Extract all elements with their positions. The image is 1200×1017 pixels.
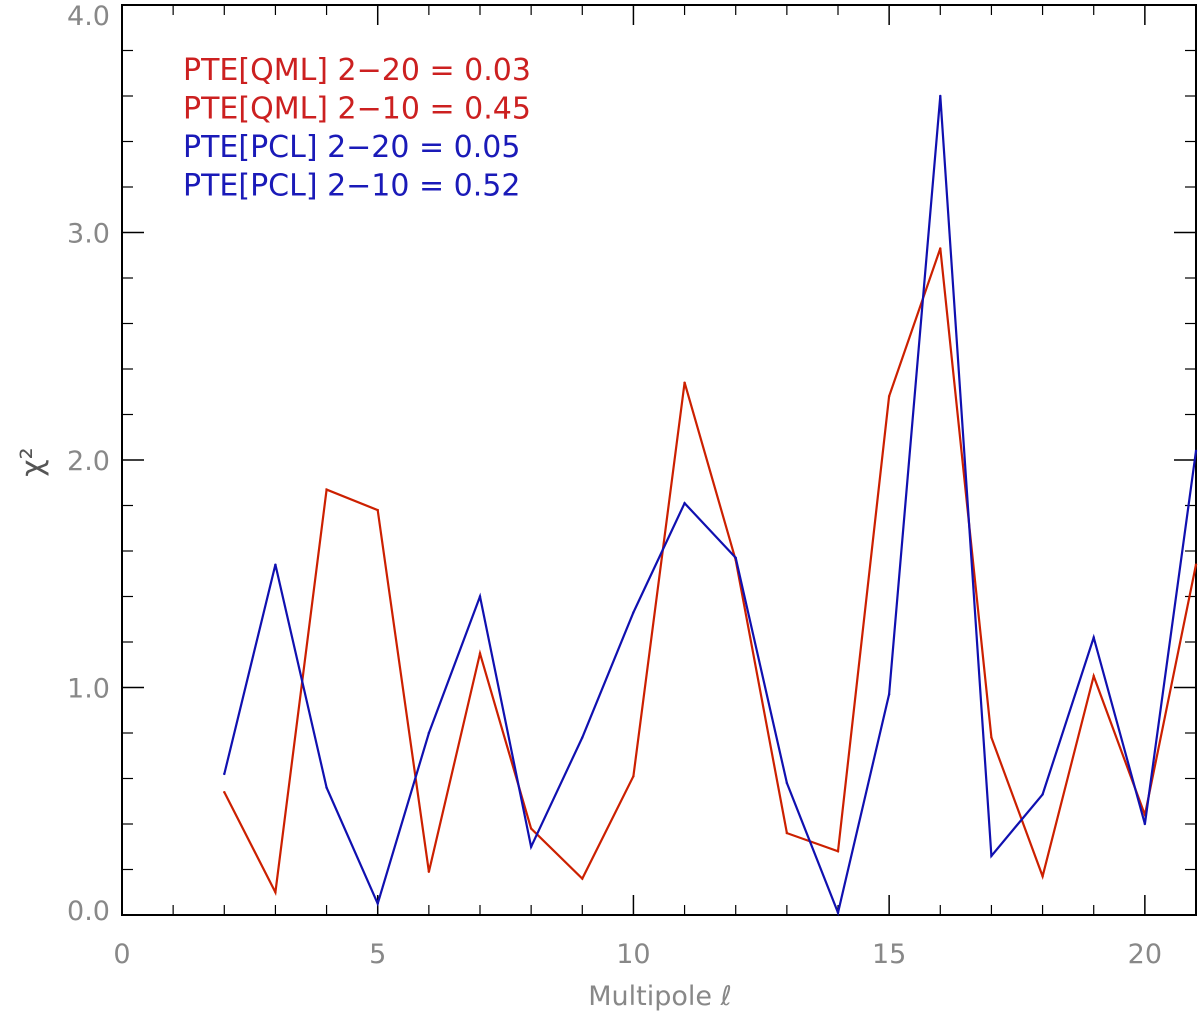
series-2-point	[683, 502, 686, 505]
x-tick-label: 10	[616, 939, 650, 970]
series-1-point	[887, 395, 891, 398]
series-2-point	[939, 94, 942, 98]
x-tick-label: 0	[113, 939, 130, 970]
series-1-point	[785, 831, 789, 835]
series-2-point	[1041, 793, 1044, 796]
series-2-point	[1143, 822, 1147, 826]
series-1-point	[529, 827, 533, 830]
series-1-point	[632, 775, 635, 778]
series-1-point	[478, 652, 482, 655]
pte-annotation: PTE[QML] 2−10 = 0.45	[183, 92, 531, 127]
y-tick-label: 3.0	[67, 219, 110, 250]
series-2-point	[223, 772, 226, 776]
series-2-point	[785, 781, 789, 785]
series-2-point	[734, 556, 737, 560]
series-2-point	[376, 902, 379, 905]
x-tick-label: 15	[872, 939, 906, 970]
series-line-1	[223, 248, 1198, 896]
y-tick-label: 1.0	[67, 674, 110, 705]
series-1-point	[683, 381, 686, 384]
series-1-point	[990, 736, 993, 739]
tick-labels: 0 5 10 15 20 0.0 1.0 2.0 3.0 4.0	[67, 1, 1162, 970]
y-tick-label: 4.0	[67, 1, 110, 32]
series-1-point	[427, 870, 431, 873]
series-2-point	[325, 786, 328, 789]
series-1-point	[223, 790, 226, 794]
series-1-point	[939, 247, 942, 250]
x-tick-label: 20	[1128, 939, 1162, 970]
axis-ticks	[121, 4, 1197, 916]
series-2-point	[529, 845, 533, 848]
series-2-point	[427, 731, 431, 735]
series-2-point	[990, 854, 993, 858]
pte-annotation: PTE[QML] 2−20 = 0.03	[183, 53, 531, 88]
series-1-point	[376, 508, 379, 512]
series-2-point	[836, 911, 840, 914]
y-tick-label: 2.0	[67, 446, 110, 477]
series-2-point	[887, 693, 891, 696]
pte-annotation: PTE[PCL] 2−20 = 0.05	[183, 130, 520, 165]
series-lines	[223, 94, 1198, 917]
series-2-point	[632, 611, 635, 614]
pte-annotations: PTE[QML] 2−20 = 0.03 PTE[QML] 2−10 = 0.45…	[183, 53, 531, 204]
series-2-point	[274, 563, 277, 566]
series-line-2	[223, 95, 1198, 917]
series-2-point	[581, 736, 584, 739]
series-2-point	[1092, 636, 1095, 639]
series-1-point	[325, 488, 328, 491]
series-1-point	[274, 891, 277, 894]
y-axis-label: χ²	[15, 447, 50, 476]
pte-annotation: PTE[PCL] 2−10 = 0.52	[183, 169, 520, 204]
y-tick-label: 0.0	[67, 896, 110, 927]
series-1-point	[581, 877, 584, 880]
series-2-point	[1194, 449, 1198, 453]
series-1-point	[1041, 875, 1044, 878]
series-1-point	[1194, 563, 1198, 566]
series-2-point	[478, 595, 482, 598]
series-1-point	[836, 850, 840, 853]
x-axis-label: Multipole ℓ	[588, 981, 732, 1012]
x-tick-label: 5	[369, 939, 386, 970]
series-1-point	[1092, 674, 1095, 678]
